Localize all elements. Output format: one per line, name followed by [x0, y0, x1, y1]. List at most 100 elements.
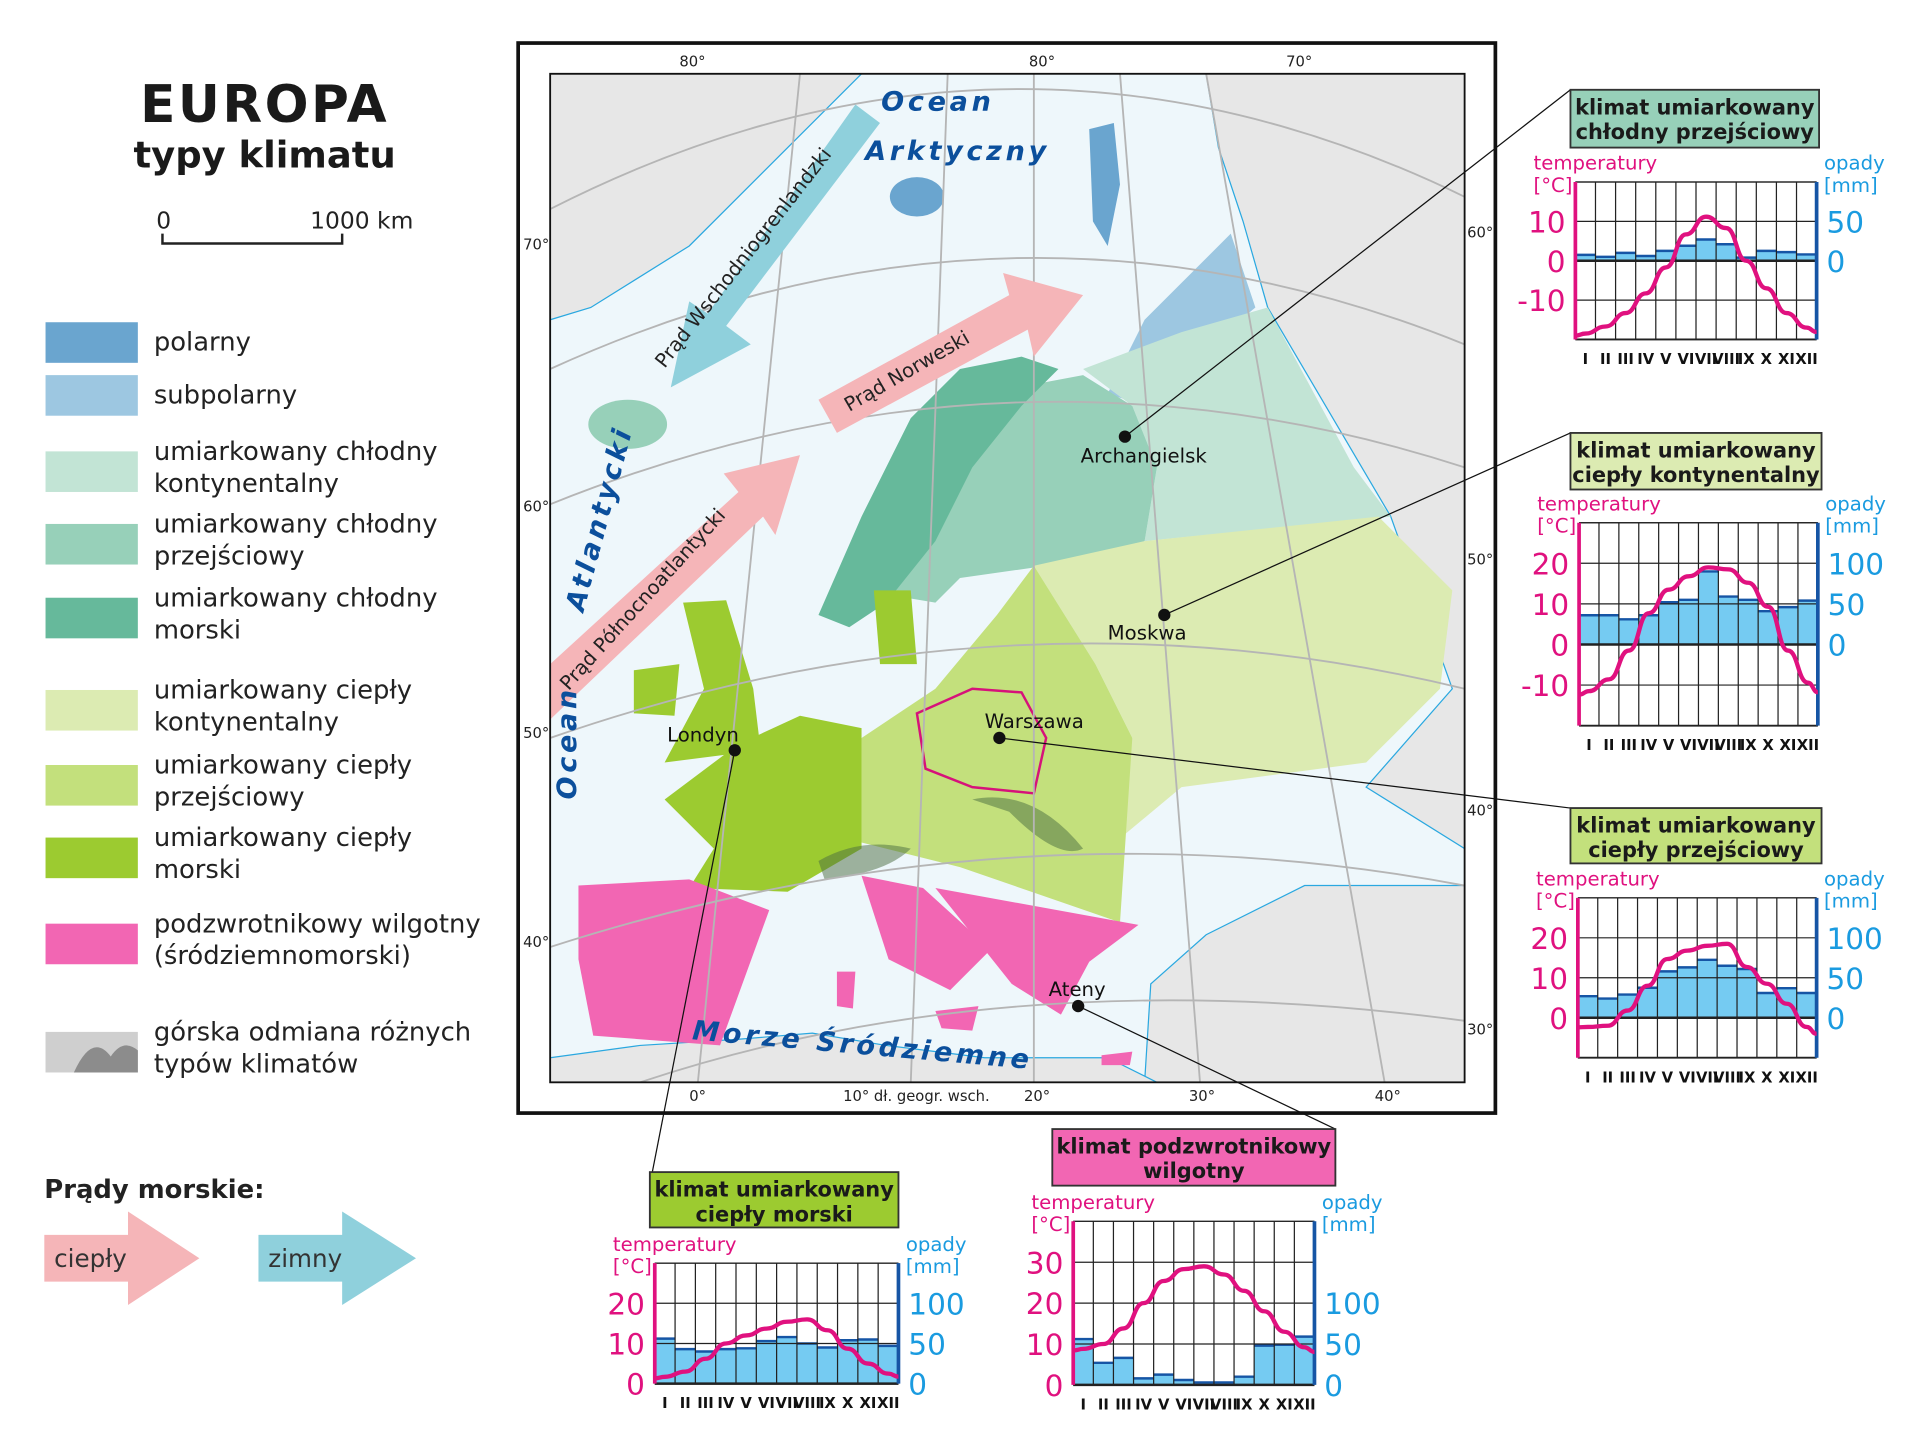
month-label: IV	[1637, 351, 1654, 368]
precipitation-bar	[1756, 250, 1777, 261]
precipitation-tick-label: 0	[1324, 1369, 1343, 1403]
precipitation-bar	[1778, 607, 1798, 645]
zone-cool-transitional-iceland	[588, 399, 668, 449]
month-label: VI	[1680, 737, 1697, 754]
zone-warm-maritime-ireland	[633, 664, 680, 716]
precipitation-tick-label: 0	[908, 1368, 927, 1402]
legend-item: podzwrotnikowy wilgotny(śródziemnomorski…	[45, 909, 481, 971]
scale-bar: 0 1000 km	[156, 207, 413, 245]
temperature-line	[654, 1317, 899, 1381]
precipitation-bar	[1113, 1357, 1134, 1385]
precipitation-bar	[1737, 968, 1757, 1018]
precipitation-bar	[675, 1349, 696, 1384]
climograph-title: ciepły kontynentalny	[1572, 463, 1820, 487]
precipitation-bar	[1575, 254, 1596, 261]
precipitation-bar	[817, 1347, 838, 1384]
legend-label: (śródziemnomorski)	[154, 941, 411, 971]
month-label: VII	[1695, 351, 1717, 368]
arctic-ocean-label: Ocean	[881, 87, 994, 118]
temperature-axis-label: temperatury	[1031, 1191, 1155, 1214]
precipitation-bar	[1657, 971, 1678, 1018]
city-archangielsk: Archangielsk	[1081, 444, 1208, 467]
month-label: VIII	[1712, 351, 1740, 368]
temperature-line	[1575, 214, 1817, 338]
legend-label: kontynentalny	[154, 708, 339, 738]
precipitation-bar	[1756, 992, 1777, 1018]
precipitation-bar	[736, 1348, 757, 1384]
temperature-tick-label: 30	[1026, 1246, 1064, 1280]
precipitation-bar	[1615, 252, 1636, 261]
scale-end: 1000 km	[310, 207, 413, 235]
month-label: IX	[1738, 351, 1755, 368]
month-label: VIII	[1210, 1396, 1238, 1413]
precipitation-axis-label: opady	[906, 1233, 967, 1256]
temperature-axis-unit: [°C]	[1031, 1213, 1070, 1236]
leader-lines	[651, 89, 1571, 1173]
cold-current-arrow-icon	[258, 1211, 416, 1305]
legend-label: morski	[154, 615, 241, 645]
precipitation-bar	[1635, 256, 1656, 261]
precipitation-bar	[1677, 967, 1698, 1018]
deg-left-3: 50°	[523, 725, 549, 742]
month-label: VII	[1697, 737, 1719, 754]
temperature-tick-label: 20	[1532, 547, 1570, 581]
zone-cool-transitional	[861, 375, 1157, 603]
month-label: X	[842, 1395, 854, 1412]
deg-right-3: 40°	[1467, 802, 1493, 819]
month-label: III	[1617, 351, 1633, 368]
month-label: I	[1586, 737, 1592, 754]
climograph-title-box	[1569, 88, 1821, 149]
month-label: V	[1158, 1396, 1170, 1413]
month-label: VIII	[793, 1395, 821, 1412]
month-label: II	[1600, 351, 1611, 368]
climograph-title: klimat umiarkowany	[654, 1178, 894, 1202]
temperature-tick-label: 0	[626, 1368, 645, 1402]
legend-swatch	[45, 837, 138, 879]
precipitation-bar	[1637, 987, 1658, 1018]
temperature-axis-label: temperatury	[1534, 152, 1658, 175]
month-label: X	[1259, 1396, 1271, 1413]
month-label: X	[1761, 351, 1773, 368]
precipitation-bar	[715, 1349, 736, 1384]
city-ateny: Ateny	[1049, 978, 1106, 1001]
month-label: III	[1621, 737, 1637, 754]
precipitation-axis-label: opady	[1824, 868, 1885, 891]
month-label: I	[1081, 1396, 1087, 1413]
precipitation-bar	[1698, 571, 1719, 645]
month-label: VII	[1696, 1069, 1718, 1086]
precipitation-tick-label: 50	[1826, 962, 1864, 996]
legend-swatch	[45, 597, 138, 639]
legend-swatch	[45, 451, 138, 492]
currents-heading: Prądy morskie:	[44, 1175, 264, 1205]
precipitation-bar	[1796, 992, 1817, 1018]
zone-cool-maritime	[818, 356, 1059, 628]
month-label: V	[1663, 737, 1675, 754]
legend-item: polarny	[45, 322, 251, 363]
month-label: II	[1603, 737, 1614, 754]
legend-label: umiarkowany ciepły	[154, 676, 412, 706]
legend-swatch	[45, 523, 138, 565]
precipitation-axis-unit: [mm]	[906, 1255, 960, 1278]
legend-item: subpolarny	[45, 375, 297, 416]
month-label: II	[1098, 1396, 1109, 1413]
month-label: VIII	[1714, 737, 1742, 754]
precipitation-bar	[1597, 998, 1618, 1018]
mountains	[818, 797, 1084, 880]
precipitation-axis-unit: [mm]	[1825, 515, 1879, 538]
month-label: V	[1662, 1069, 1674, 1086]
temperature-line	[1073, 1264, 1315, 1355]
month-label: IX	[819, 1395, 836, 1412]
climograph-title-box	[648, 1171, 900, 1229]
deg-bottom-1: 0°	[689, 1088, 706, 1105]
climograph-title: wilgotny	[1143, 1159, 1245, 1183]
legend-swatch	[45, 689, 138, 731]
month-label: I	[662, 1395, 668, 1412]
temperature-tick-label: 10	[1528, 205, 1566, 239]
precipitation-bar	[1658, 602, 1679, 645]
